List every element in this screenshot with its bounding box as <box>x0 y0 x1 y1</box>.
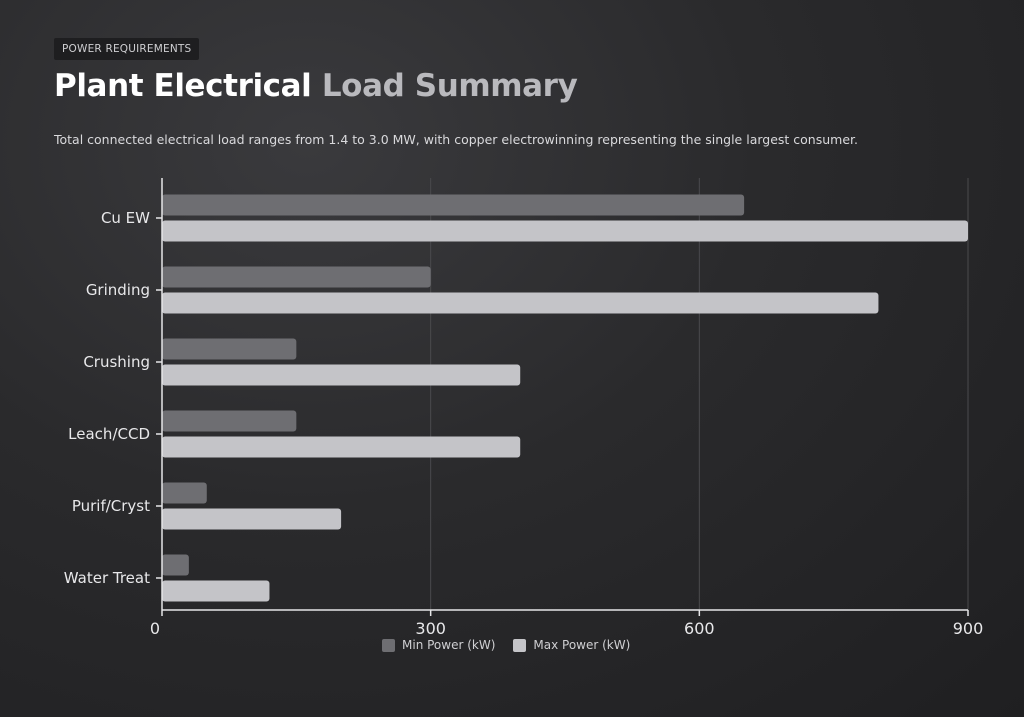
y-tick-label: Leach/CCD <box>68 425 150 443</box>
y-tick-label: Crushing <box>83 353 150 371</box>
x-tick-label: 300 <box>415 619 446 638</box>
bar-min <box>162 410 297 432</box>
bar-max <box>162 508 342 530</box>
x-tick-label: 900 <box>953 619 984 638</box>
bar-max <box>162 436 521 458</box>
legend-item-max: Max Power (kW) <box>513 638 630 652</box>
legend-label-max: Max Power (kW) <box>533 638 631 652</box>
x-tick-label: 0 <box>150 619 160 638</box>
bar-min <box>162 482 207 504</box>
legend-item-min: Min Power (kW) <box>382 638 495 652</box>
bar-max <box>162 220 968 242</box>
bar-min <box>162 194 745 216</box>
bar-min <box>162 554 189 576</box>
legend-swatch-min <box>382 638 395 652</box>
y-tick-label: Water Treat <box>64 569 150 587</box>
title-part-2: Load Summary <box>321 68 578 104</box>
x-tick-label: 600 <box>684 619 715 638</box>
bar-max <box>162 292 879 314</box>
y-tick-label: Cu EW <box>101 209 150 227</box>
bar-min <box>162 338 297 360</box>
legend-swatch-max <box>513 638 527 652</box>
y-tick-label: Grinding <box>86 281 150 299</box>
bar-max <box>162 364 521 386</box>
bar-min <box>162 266 431 288</box>
section-eyebrow: POWER REQUIREMENTS <box>54 38 200 60</box>
chart-legend: Min Power (kW) Max Power (kW) <box>382 638 630 652</box>
page-title: Plant Electrical Load Summary <box>54 68 578 104</box>
page-subtitle: Total connected electrical load ranges f… <box>54 132 858 147</box>
legend-label-min: Min Power (kW) <box>402 638 496 652</box>
title-part-1: Plant Electrical <box>54 68 312 104</box>
bar-max <box>162 580 270 602</box>
y-tick-label: Purif/Cryst <box>72 497 150 515</box>
